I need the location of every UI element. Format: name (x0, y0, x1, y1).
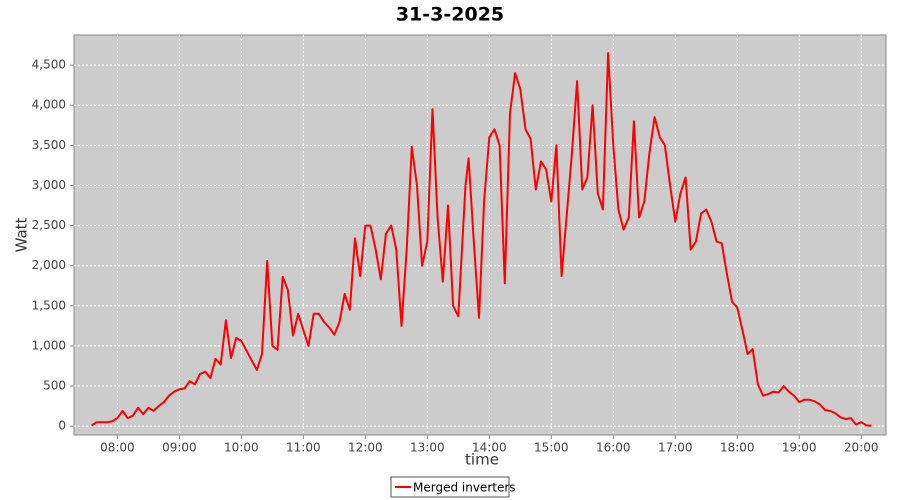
x-tick-label: 15:00 (534, 441, 569, 455)
y-tick-label: 3,000 (32, 178, 66, 192)
y-axis-label: Watt (13, 217, 31, 252)
legend-label: Merged inverters (413, 481, 516, 495)
y-tick-label: 500 (43, 379, 66, 393)
x-tick-label: 18:00 (720, 441, 755, 455)
plot-area (73, 34, 887, 436)
y-tick-label: 4,500 (32, 58, 66, 72)
x-tick-label: 12:00 (348, 441, 383, 455)
chart-title: 31-3-2025 (396, 4, 504, 26)
line-series (91, 52, 872, 427)
y-tick-label: 4,000 (32, 98, 66, 112)
x-tick-label: 19:00 (782, 441, 817, 455)
x-tick-label: 17:00 (658, 441, 693, 455)
y-tick-label: 2,500 (32, 218, 66, 232)
x-tick-label: 11:00 (286, 441, 321, 455)
y-tick-label: 3,500 (32, 138, 66, 152)
legend-box (390, 476, 510, 498)
y-tick-label: 0 (58, 419, 66, 433)
x-axis-label: time (465, 451, 499, 469)
x-tick-label: 09:00 (162, 441, 197, 455)
y-tick-label: 1,000 (32, 338, 66, 352)
y-tick-label: 2,000 (32, 258, 66, 272)
x-tick-label: 10:00 (224, 441, 259, 455)
x-tick-label: 14:00 (472, 441, 507, 455)
x-tick-label: 13:00 (410, 441, 445, 455)
y-tick-label: 1,500 (32, 298, 66, 312)
x-tick-label: 08:00 (100, 441, 135, 455)
x-tick-label: 16:00 (596, 441, 631, 455)
x-tick-label: 20:00 (844, 441, 879, 455)
